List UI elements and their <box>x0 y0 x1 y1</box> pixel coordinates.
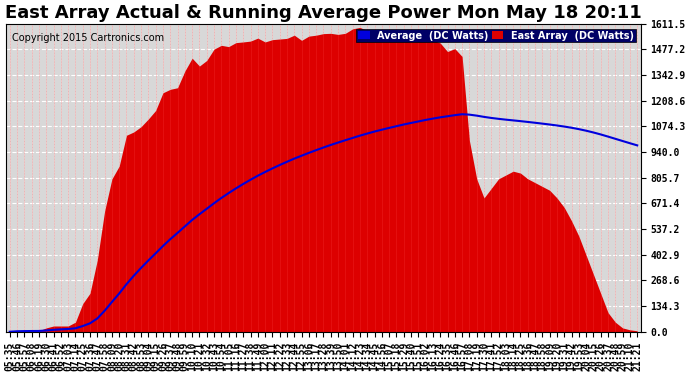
Text: Copyright 2015 Cartronics.com: Copyright 2015 Cartronics.com <box>12 33 165 43</box>
Legend: Average  (DC Watts), East Array  (DC Watts): Average (DC Watts), East Array (DC Watts… <box>356 28 636 42</box>
Title: East Array Actual & Running Average Power Mon May 18 20:11: East Array Actual & Running Average Powe… <box>5 4 642 22</box>
